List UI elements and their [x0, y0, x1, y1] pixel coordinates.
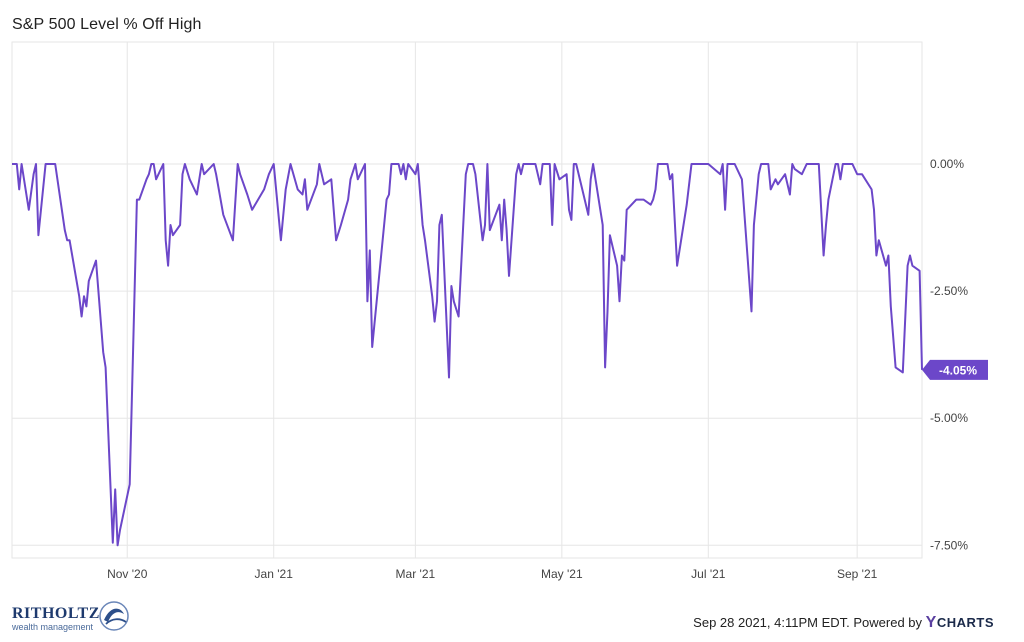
- last-value-badge: [922, 359, 988, 380]
- x-tick-label: May '21: [541, 567, 583, 581]
- footer-powered-by: Powered by: [853, 615, 923, 630]
- ritholtz-logo: RITHOLTZ wealth management: [10, 596, 130, 636]
- y-tick-label: -5.00%: [930, 411, 968, 425]
- ycharts-y-glyph: Y: [925, 614, 937, 631]
- ycharts-logo[interactable]: YCHARTS: [925, 614, 994, 631]
- footer-attribution: Sep 28 2021, 4:11PM EDT. Powered by YCHA…: [693, 614, 994, 632]
- x-tick-label: Sep '21: [837, 567, 878, 581]
- x-tick-label: Jul '21: [691, 567, 726, 581]
- y-tick-label: -7.50%: [930, 538, 968, 552]
- logo-name: RITHOLTZ: [12, 605, 100, 622]
- y-tick-label: -2.50%: [930, 284, 968, 298]
- chart-title: S&P 500 Level % Off High: [12, 16, 202, 33]
- last-value-label: -4.05%: [939, 363, 977, 377]
- footer-timestamp: Sep 28 2021, 4:11PM EDT.: [693, 615, 850, 630]
- y-tick-label: 0.00%: [930, 157, 964, 171]
- x-tick-label: Mar '21: [396, 567, 436, 581]
- ritholtz-emblem-icon: [99, 601, 129, 631]
- x-tick-label: Nov '20: [107, 567, 148, 581]
- x-tick-label: Jan '21: [255, 567, 294, 581]
- series-line: [12, 163, 923, 547]
- ycharts-brand-text: CHARTS: [936, 615, 994, 630]
- plot-frame: [11, 41, 923, 559]
- logo-subtitle: wealth management: [12, 622, 94, 632]
